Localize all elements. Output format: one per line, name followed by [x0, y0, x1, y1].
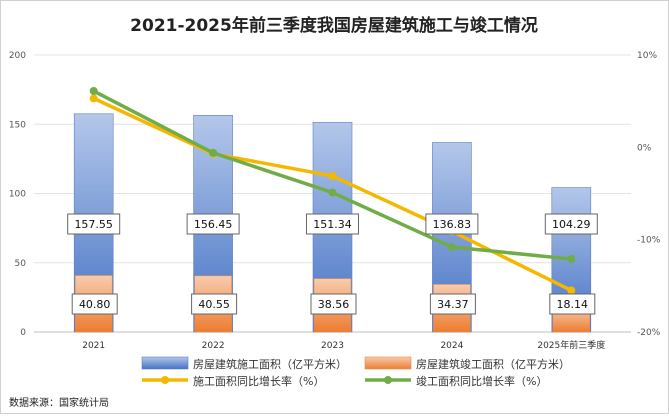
chart-title: 2021-2025年前三季度我国房屋建筑施工与竣工情况 [130, 15, 538, 36]
completion-area-label: 38.56 [318, 298, 350, 311]
right-axis-tick: -20% [637, 328, 661, 338]
completion-area-label-box [549, 293, 596, 315]
left-axis-tick: 150 [9, 120, 26, 130]
completion-area-label: 40.80 [79, 298, 111, 311]
x-axis-tick: 2022 [202, 341, 225, 351]
construction-area-label: 156.45 [194, 218, 233, 231]
right-axis-tick: -10% [637, 236, 661, 246]
axes: 0 50 100 150 200 -20% -10% 0% 10% 2021 2022 2023 202… [9, 51, 661, 351]
construction-area-label: 151.34 [313, 218, 352, 231]
completion-area-label: 34.37 [437, 298, 469, 311]
x-axis-tick: 2024 [440, 341, 463, 351]
construction-area-label-box [544, 213, 598, 235]
lines [89, 87, 576, 295]
completion-area-label-box [429, 293, 476, 315]
completion-growth-point [447, 243, 456, 252]
x-axis-tick: 2025年前三季度 [537, 339, 605, 351]
left-axis-tick: 100 [9, 190, 26, 200]
construction-area-label-box [425, 213, 479, 235]
completion-area-label: 40.55 [198, 298, 230, 311]
completion-area-label-box [71, 293, 118, 315]
data-source: 数据来源：国家统计局 [9, 396, 109, 409]
construction-area-label-box [67, 213, 121, 235]
completion-growth-point [328, 188, 337, 197]
completion-growth-point [89, 87, 98, 96]
construction-area-label-box [306, 213, 359, 235]
construction-growth-point [328, 171, 337, 180]
construction-growth-point [89, 94, 98, 103]
right-axis-tick: 10% [637, 51, 657, 61]
legend-label: 房屋建筑竣工面积（亿平方米） [416, 357, 570, 371]
legend: 房屋建筑施工面积（亿平方米） 房屋建筑竣工面积（亿平方米） 施工面积同比增长率（%）… [141, 356, 570, 388]
legend-marker [384, 376, 392, 384]
legend-marker [161, 376, 169, 384]
legend-swatch [141, 356, 189, 370]
x-axis-tick: 2023 [321, 341, 344, 351]
completion-area-label: 18.14 [557, 298, 589, 311]
legend-swatch [364, 356, 412, 370]
left-axis-tick: 50 [15, 259, 27, 269]
completion-area-label-box [310, 293, 357, 315]
construction-area-label-box [186, 213, 240, 235]
x-axis-tick: 2021 [82, 341, 105, 351]
right-axis-tick: 0% [637, 143, 652, 153]
legend-label: 房屋建筑施工面积（亿平方米） [193, 357, 347, 371]
completion-area-label-box [191, 293, 238, 315]
left-axis-tick: 200 [9, 51, 26, 61]
left-axis-tick: 0 [20, 328, 26, 338]
legend-label: 施工面积同比增长率（%） [193, 374, 324, 388]
legend-label: 竣工面积同比增长率（%） [416, 374, 547, 388]
data-labels: 157.55 156.45 151.34 136.83 104.29 40.80 40.55… [67, 213, 598, 315]
completion-growth-point [209, 148, 218, 157]
completion-growth-point [567, 255, 576, 264]
construction-area-label: 157.55 [74, 218, 113, 231]
construction-area-label: 136.83 [433, 218, 472, 231]
construction-area-label: 104.29 [552, 218, 591, 231]
construction-growth-point [567, 286, 576, 295]
